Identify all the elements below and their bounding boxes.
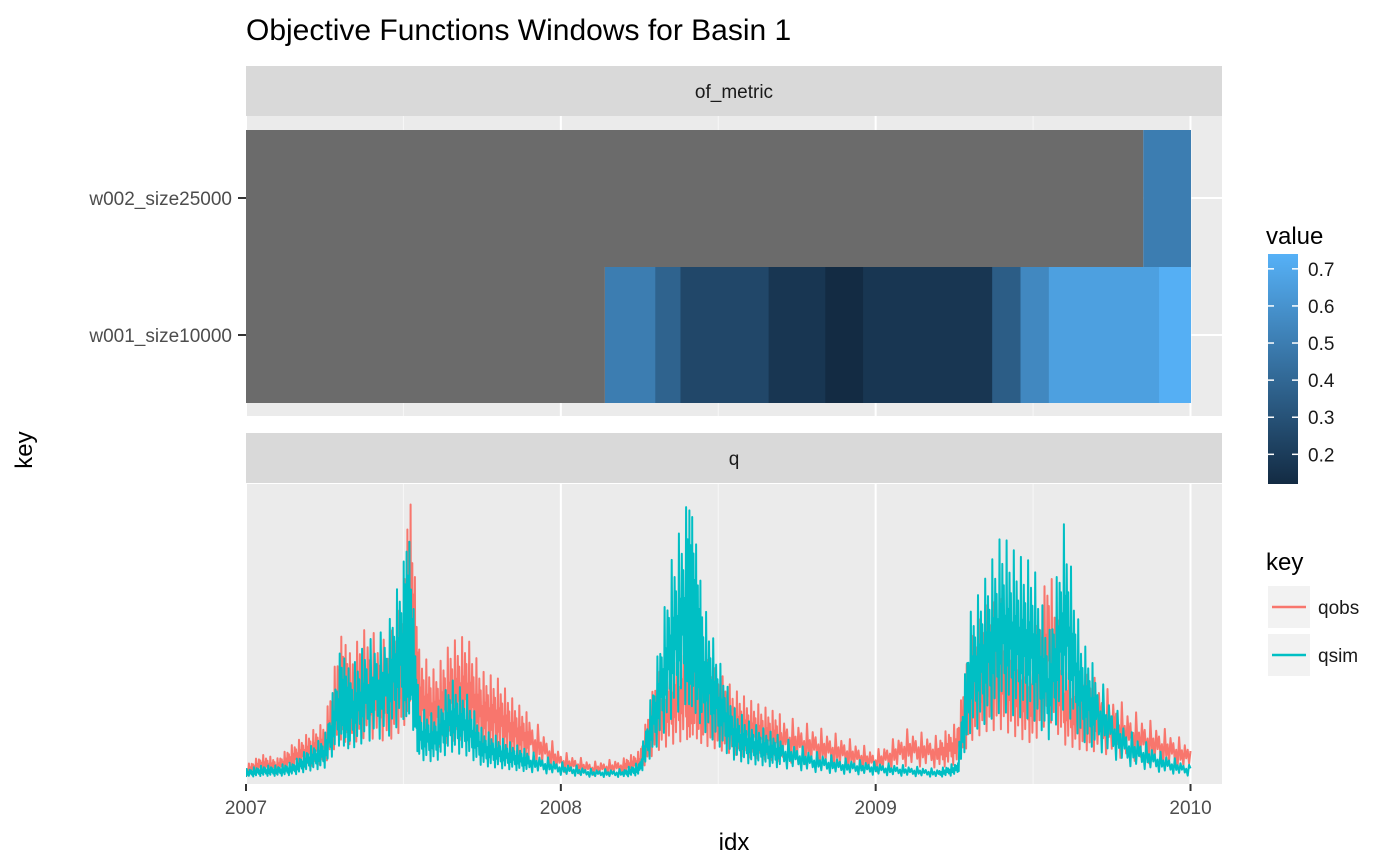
x-axis-label: idx (719, 829, 750, 856)
line-series (246, 503, 1192, 778)
heatmap-na-cell (246, 130, 1144, 267)
colorbar-tick-label: 0.5 (1308, 334, 1334, 355)
heatmap-cell (863, 267, 993, 403)
heatmap-cell (604, 267, 656, 403)
heatmap-cell (992, 267, 1022, 403)
series-line-qsim (246, 506, 1192, 778)
y-tick-label: w002_size25000 (88, 189, 232, 210)
x-axis: 2007 2008 2009 2010 (225, 784, 1212, 819)
top-y-axis: w002_size25000 w001_size10000 (88, 189, 246, 347)
chart-title: Objective Functions Windows for Basin 1 (246, 14, 791, 47)
y-tick-label: w001_size10000 (88, 326, 232, 347)
colorbar-tick-label: 0.3 (1308, 408, 1334, 429)
heatmap-cell (1048, 267, 1160, 403)
heatmap-cell (768, 267, 826, 403)
x-tick-label: 2009 (855, 798, 897, 819)
heatmap-cell (680, 267, 770, 403)
legend-label-qobs: qobs (1318, 598, 1359, 619)
series-line-qobs (246, 503, 1192, 777)
colorbar-ticks: 0.2 0.3 0.4 0.5 0.6 0.7 (1268, 260, 1335, 466)
heatmap-cell (1159, 267, 1192, 403)
colorbar-tick-label: 0.7 (1308, 260, 1334, 281)
x-tick-label: 2007 (225, 798, 267, 819)
colorbar-tick-label: 0.6 (1308, 297, 1334, 318)
heatmap-cells (246, 130, 1192, 403)
y-axis-label: key (11, 431, 38, 468)
colorbar-tick-label: 0.4 (1308, 371, 1335, 392)
colorbar (1268, 254, 1298, 484)
legend-title: key (1266, 549, 1303, 576)
heatmap-cell (825, 267, 864, 403)
heatmap-cell (655, 267, 681, 403)
heatmap-cell (1143, 130, 1192, 267)
strip-bottom (246, 433, 1222, 483)
strip-top (246, 66, 1222, 116)
legend-item-qsim: qsim (1268, 634, 1358, 676)
colorbar-tick-label: 0.2 (1308, 445, 1334, 466)
strip-bottom-label: q (729, 449, 740, 470)
legend-item-qobs: qobs (1268, 586, 1359, 628)
heatmap-cell (1020, 267, 1050, 403)
x-tick-label: 2008 (540, 798, 582, 819)
legend-label-qsim: qsim (1318, 646, 1358, 667)
panel-bottom-grid (245, 484, 1192, 784)
strip-top-label: of_metric (695, 82, 773, 103)
heatmap-na-cell (246, 267, 605, 403)
colorbar-title: value (1266, 223, 1323, 250)
x-tick-label: 2010 (1169, 798, 1211, 819)
